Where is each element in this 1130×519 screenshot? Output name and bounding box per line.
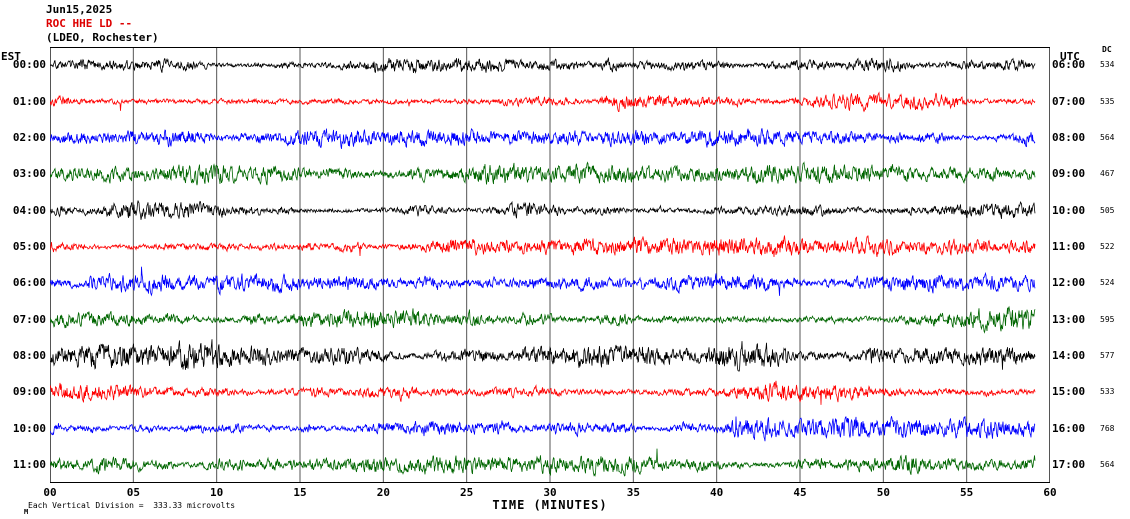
seismic-trace-row-5 <box>50 235 1036 258</box>
x-axis-tick: 45 <box>793 486 807 499</box>
est-row-label: 02:00 <box>12 130 46 144</box>
x-axis-tick: 00 <box>43 486 57 499</box>
seismic-trace-row-4 <box>50 200 1036 220</box>
dc-row-value: 505 <box>1100 205 1115 215</box>
est-row-label: 00:00 <box>12 58 46 72</box>
x-axis-tick: 55 <box>960 486 974 499</box>
utc-row-label: 08:00 <box>1052 130 1086 144</box>
corner-mark: M <box>24 508 29 516</box>
utc-row-label: 12:00 <box>1052 276 1086 290</box>
dc-row-value: 595 <box>1100 314 1115 324</box>
est-row-label: 10:00 <box>12 421 46 435</box>
utc-row-label: 09:00 <box>1052 167 1086 181</box>
utc-row-label: 13:00 <box>1052 312 1086 326</box>
right-axis-title-utc: UTC <box>1060 50 1080 63</box>
dc-row-value: 768 <box>1100 423 1115 433</box>
utc-row-label: 15:00 <box>1052 385 1086 399</box>
utc-row-label: 16:00 <box>1052 421 1086 435</box>
est-row-label: 03:00 <box>12 167 46 181</box>
est-row-label: 01:00 <box>12 94 46 108</box>
x-axis-tick: 20 <box>376 486 390 499</box>
dc-row-value: 577 <box>1100 350 1115 360</box>
seismic-trace-row-0 <box>50 56 1036 74</box>
utc-row-label: 17:00 <box>1052 457 1086 471</box>
est-row-label: 07:00 <box>12 312 46 326</box>
seismic-trace-row-9 <box>50 380 1036 405</box>
x-axis-tick: 30 <box>543 486 557 499</box>
vertical-scale-note: Each Vertical Division = 333.33 microvol… <box>28 501 236 510</box>
est-row-label: 04:00 <box>12 203 46 217</box>
x-axis-tick: 05 <box>126 486 140 499</box>
seismic-trace-row-10 <box>50 416 1036 442</box>
x-axis-tick: 25 <box>460 486 474 499</box>
utc-time-labels: 06:00 07:00 08:00 09:00 10:00 11:00 12:00 13:00… <box>1052 0 1096 519</box>
header-date: Jun15,2025 <box>46 3 113 16</box>
seismic-trace-row-2 <box>50 127 1036 149</box>
seismic-trace-row-6 <box>50 266 1036 297</box>
utc-row-label: 06:00 <box>1052 58 1086 72</box>
utc-row-label: 14:00 <box>1052 348 1086 362</box>
seismic-trace-row-7 <box>50 305 1036 334</box>
x-axis-tick: 50 <box>876 486 890 499</box>
est-row-label: 09:00 <box>12 385 46 399</box>
utc-row-label: 07:00 <box>1052 94 1086 108</box>
seismic-trace-row-3 <box>50 161 1036 186</box>
left-axis-title-est: EST <box>1 50 21 63</box>
utc-row-label: 11:00 <box>1052 239 1086 253</box>
seismic-trace-row-8 <box>50 339 1036 372</box>
dc-row-value: 524 <box>1100 278 1115 288</box>
utc-row-label: 10:00 <box>1052 203 1086 217</box>
dc-row-value: 533 <box>1100 387 1115 397</box>
dc-row-value: 564 <box>1100 132 1115 142</box>
est-time-labels: 00:00 01:00 02:00 03:00 04:00 05:00 06:00 07:00… <box>0 0 48 519</box>
header-station-id: ROC HHE LD -- <box>46 17 133 30</box>
est-row-label: 11:00 <box>12 457 46 471</box>
seismic-trace-row-11 <box>50 448 1036 478</box>
x-axis-title: TIME (MINUTES) <box>492 498 608 512</box>
x-axis-tick: 40 <box>710 486 724 499</box>
x-axis-tick: 10 <box>210 486 224 499</box>
dc-row-value: 564 <box>1100 459 1115 469</box>
est-row-label: 05:00 <box>12 239 46 253</box>
x-axis-tick: 35 <box>626 486 640 499</box>
seismic-trace-row-1 <box>50 91 1036 113</box>
dc-row-value: 522 <box>1100 241 1115 251</box>
est-row-label: 08:00 <box>12 348 46 362</box>
dc-offset-values: 534 535 564 467 505 522 524 595 577 533 768 564 <box>1100 0 1128 519</box>
dc-row-value: 535 <box>1100 96 1115 106</box>
header-station-location: (LDEO, Rochester) <box>46 31 159 44</box>
x-axis-tick: 15 <box>293 486 307 499</box>
est-row-label: 06:00 <box>12 276 46 290</box>
x-axis-tick: 60 <box>1043 486 1057 499</box>
dc-row-value: 534 <box>1100 60 1115 70</box>
dc-row-value: 467 <box>1100 169 1115 179</box>
dc-column-header: DC <box>1102 45 1112 54</box>
seismogram-traces-plot <box>50 47 1050 483</box>
